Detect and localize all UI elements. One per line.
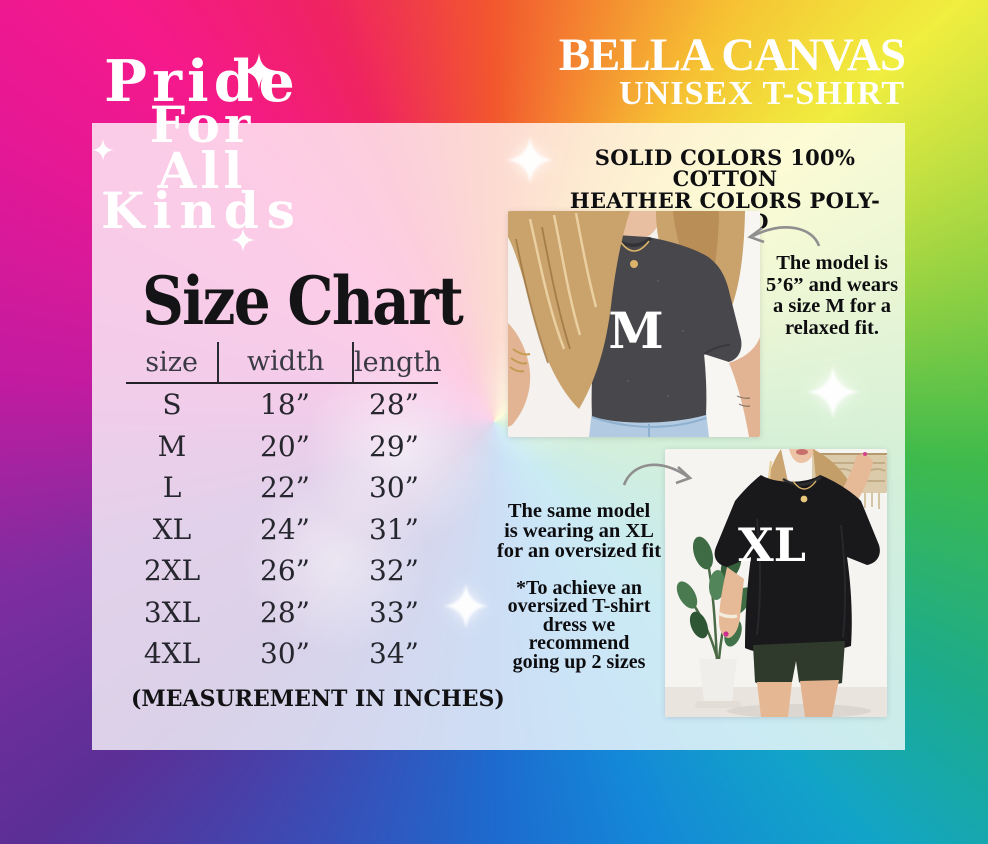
width-value: 24”	[260, 512, 310, 546]
materials-line-1: SOLID COLORS 100% COTTON	[594, 145, 856, 192]
length-value: 34”	[369, 637, 419, 671]
size-value: S	[162, 388, 182, 422]
length-value: 29”	[369, 429, 419, 463]
size-value: XL	[152, 512, 192, 546]
length-value: 28”	[369, 388, 419, 422]
size-value: 4XL	[143, 637, 201, 671]
size-row: 3XL 28” 33”	[126, 592, 438, 634]
brand-name: BELLA CANVAS	[558, 29, 906, 81]
shirt-size-letter-m: M	[608, 301, 663, 360]
length-value: 31”	[369, 512, 419, 546]
size-row: S 18” 28”	[126, 384, 438, 426]
size-row: 2XL 26” 32”	[126, 550, 438, 592]
measurement-footnote: (MEASUREMENT IN INCHES)	[131, 686, 505, 712]
size-row: M 20” 29”	[126, 426, 438, 468]
column-header-width: width	[217, 342, 354, 382]
length-value: 30”	[369, 471, 419, 505]
column-header-size: size	[145, 346, 198, 378]
size-value: L	[162, 471, 182, 505]
length-value: 33”	[369, 595, 419, 629]
length-value: 32”	[369, 554, 419, 588]
model-photo-size-xl: XL	[665, 449, 887, 717]
size-chart-title: Size Chart	[142, 262, 464, 340]
brand-logo: Pride For All Kinds	[95, 53, 309, 241]
size-chart-header-row: size width length	[126, 342, 442, 384]
size-value: 3XL	[143, 595, 201, 629]
column-header-length: length	[354, 346, 442, 378]
curved-arrow-icon	[747, 226, 821, 247]
width-value: 26”	[260, 554, 310, 588]
curved-arrow-icon	[622, 463, 693, 486]
product-header: BELLA CANVAS UNISEX T-SHIRT	[558, 29, 906, 112]
width-value: 18”	[260, 388, 310, 422]
shirt-size-letter-xl: XL	[738, 518, 806, 572]
size-chart-body: S 18” 28” M 20” 29” L 22” 30” XL 24” 31”…	[126, 384, 438, 675]
size-value: 2XL	[143, 554, 201, 588]
width-value: 30”	[260, 637, 310, 671]
model-photo-size-xl-illustration: XL	[665, 449, 887, 717]
width-value: 22”	[260, 471, 310, 505]
model-xl-caption: The same model is wearing an XL for an o…	[496, 500, 662, 563]
model-photo-size-m-illustration: M	[508, 211, 760, 437]
size-value: M	[157, 429, 187, 463]
model-photo-size-m: M	[508, 211, 760, 437]
logo-line-kinds: Kinds	[101, 181, 303, 241]
size-chart-table: size width length S 18” 28” M 20” 29” L …	[126, 342, 442, 675]
width-value: 28”	[260, 595, 310, 629]
oversized-tip-caption: *To achieve an oversized T-shirt dress w…	[507, 577, 651, 673]
product-name: UNISEX T-SHIRT	[619, 74, 905, 112]
size-row: XL 24” 31”	[126, 509, 438, 551]
model-m-caption: The model is 5’6” and wears a size M for…	[765, 252, 899, 339]
width-value: 20”	[260, 429, 310, 463]
logo-line-for-all: For All	[149, 95, 255, 201]
size-row: L 22” 30”	[126, 467, 438, 509]
size-row: 4XL 30” 34”	[126, 633, 438, 675]
